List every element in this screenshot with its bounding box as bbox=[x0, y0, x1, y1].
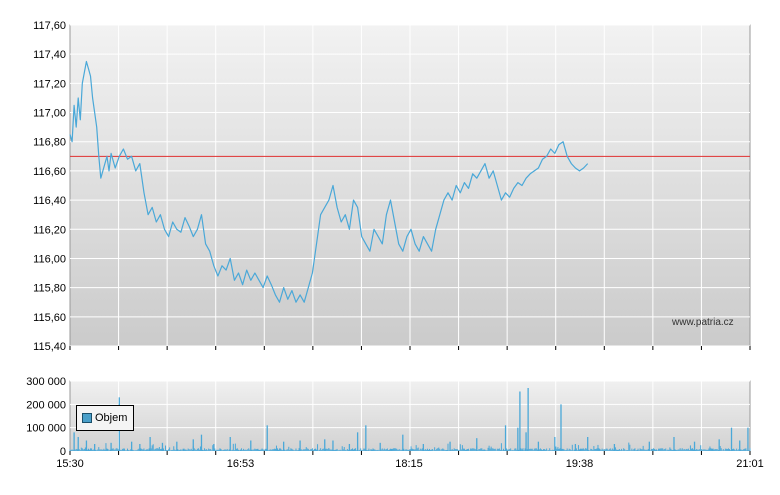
price-y-tick-label: 117,40 bbox=[33, 49, 66, 61]
volume-y-tick-label: 300 000 bbox=[26, 376, 66, 388]
watermark: www.patria.cz bbox=[672, 317, 734, 328]
volume-panel: 300 000 200 000 100 000 015:30 16:53 18:15 19:… bbox=[26, 376, 764, 470]
price-y-tick-label: 116,60 bbox=[33, 166, 66, 178]
x-tick-label: 15:30 bbox=[56, 458, 84, 470]
x-tick-label: 18:15 bbox=[395, 458, 423, 470]
price-y-tick-label: 116,20 bbox=[33, 224, 66, 236]
price-y-tick-label: 116,40 bbox=[33, 195, 66, 207]
price-y-tick-label: 115,80 bbox=[33, 283, 66, 295]
price-y-tick-label: 116,00 bbox=[33, 253, 66, 265]
price-y-tick-label: 117,00 bbox=[33, 108, 66, 120]
x-tick-label: 19:38 bbox=[566, 458, 594, 470]
price-y-tick-label: 117,60 bbox=[33, 20, 66, 32]
price-series-line bbox=[69, 60, 589, 303]
legend-label: Objem bbox=[95, 412, 128, 424]
volume-y-tick-label: 200 000 bbox=[26, 399, 66, 411]
price-y-tick-label: 115,40 bbox=[33, 341, 66, 353]
x-tick-label: 21:01 bbox=[736, 458, 764, 470]
volume-y-tick-label: 100 000 bbox=[26, 423, 66, 435]
price-y-tick-label: 116,80 bbox=[33, 137, 66, 149]
legend-swatch bbox=[82, 413, 92, 423]
volume-legend: Objem bbox=[76, 405, 134, 431]
x-tick-label: 16:53 bbox=[227, 458, 255, 470]
price-panel: 117,60 117,40 117,20 117,00 116,80 116,60 116,… bbox=[33, 20, 751, 353]
volume-y-tick-label: 0 bbox=[60, 446, 66, 458]
price-y-tick-label: 117,20 bbox=[33, 78, 66, 90]
price-y-tick-label: 115,60 bbox=[33, 312, 66, 324]
